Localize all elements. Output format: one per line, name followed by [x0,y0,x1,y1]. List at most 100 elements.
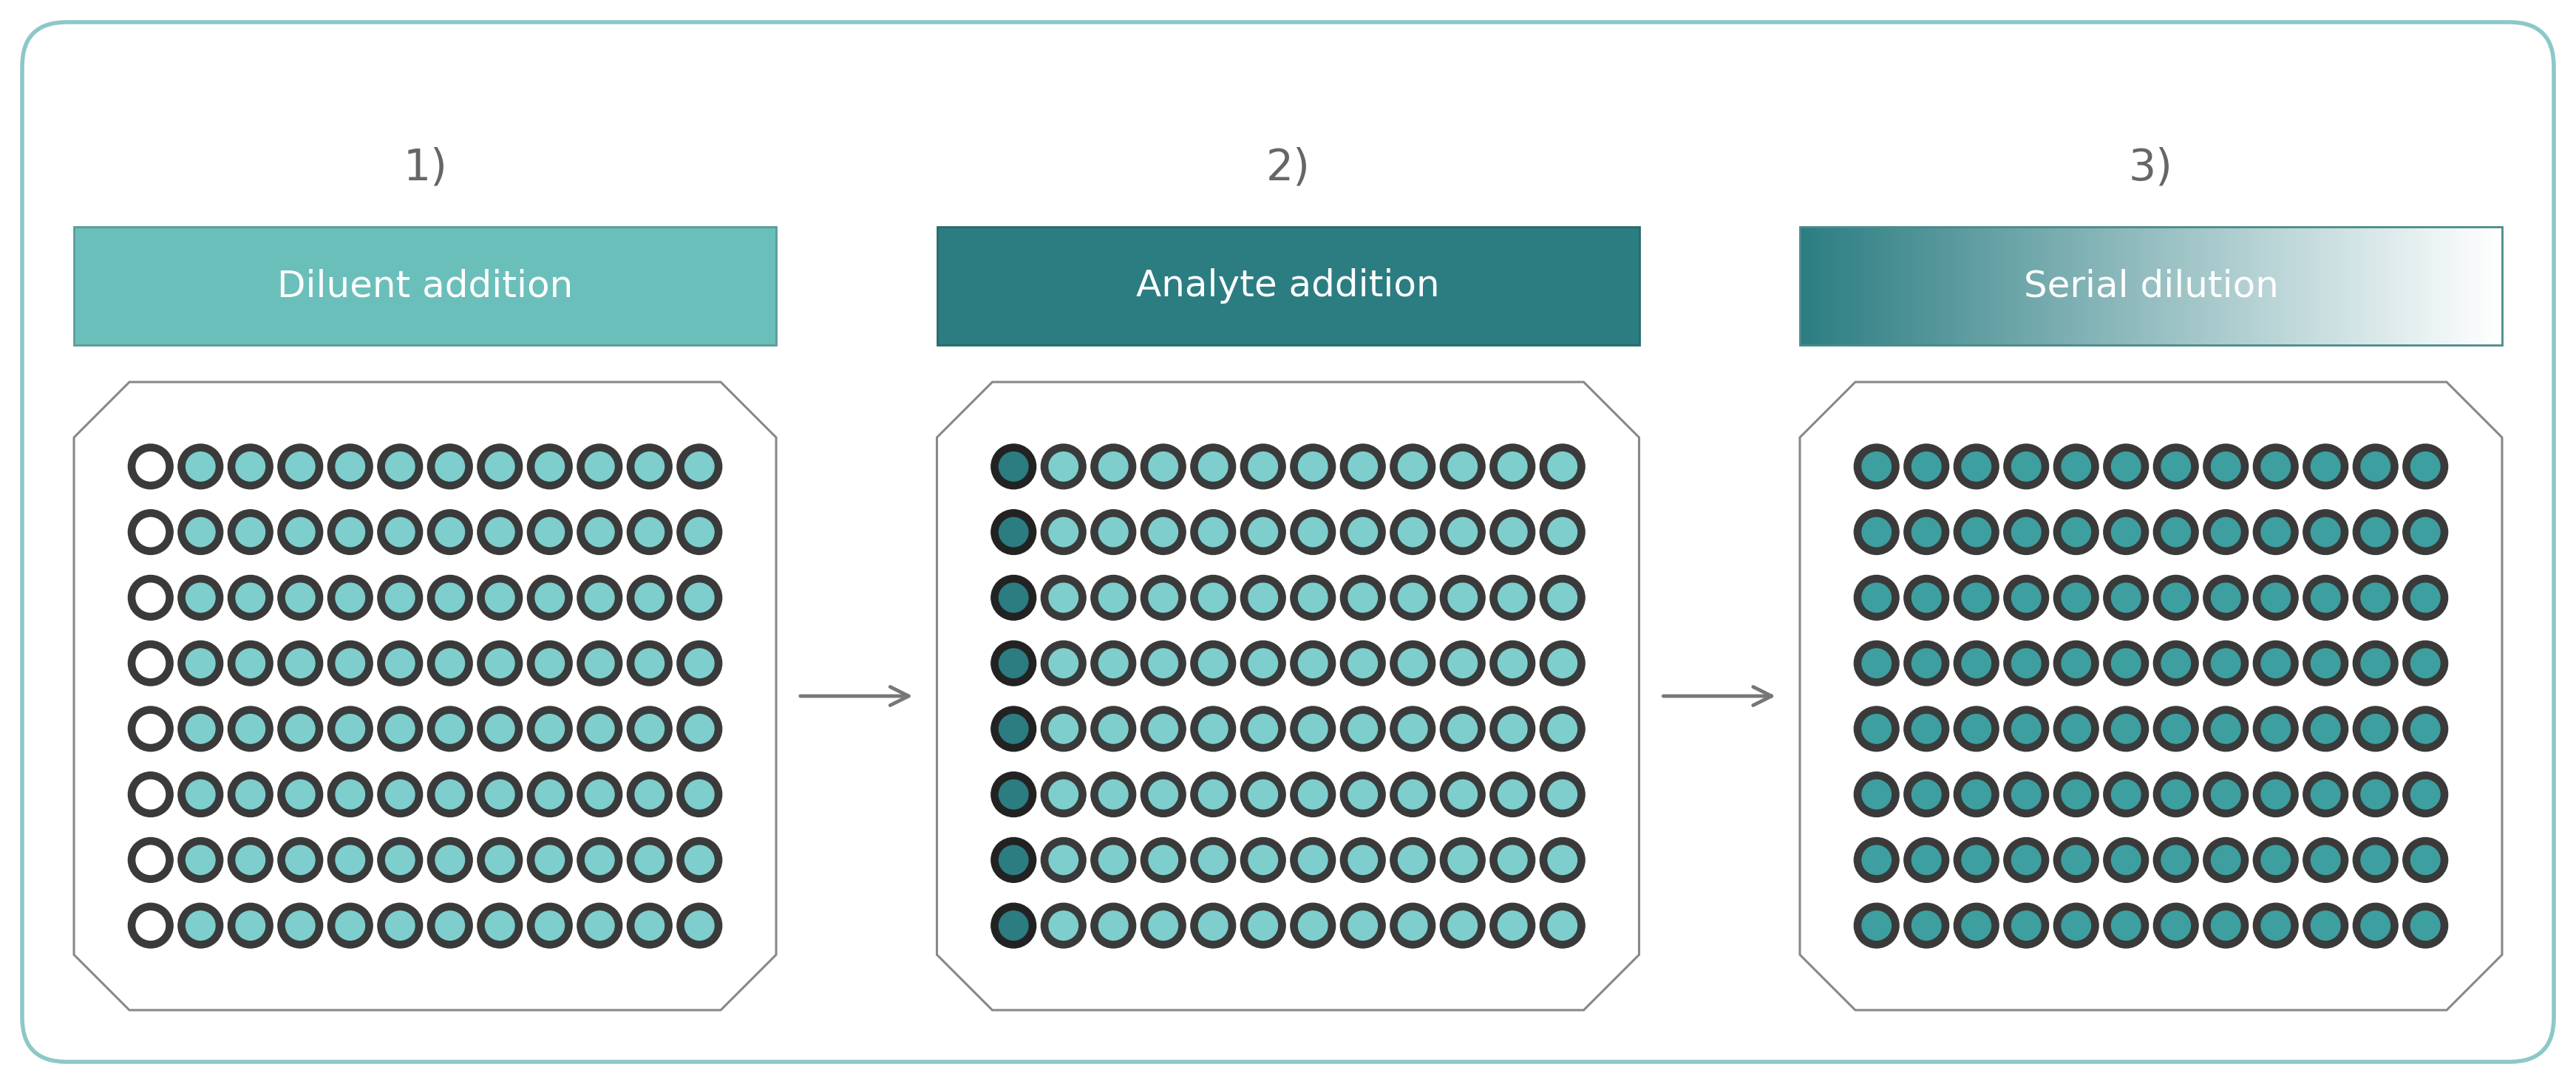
Bar [2017,227,2022,345]
Circle shape [685,517,714,546]
Circle shape [2360,714,2391,744]
Bar [2429,227,2434,345]
Circle shape [484,452,515,481]
Circle shape [2254,509,2298,555]
Circle shape [1291,641,1334,686]
Bar [1901,227,1906,345]
Circle shape [1198,583,1229,612]
Circle shape [1048,714,1079,744]
Circle shape [536,452,564,481]
Circle shape [536,714,564,744]
Circle shape [477,707,523,751]
Circle shape [1855,772,1899,817]
Circle shape [1340,707,1386,751]
Bar [2421,227,2427,345]
Bar [2154,227,2159,345]
Circle shape [2311,583,2339,612]
Circle shape [227,707,273,751]
Circle shape [2311,779,2339,809]
Circle shape [1399,846,1427,875]
Circle shape [1862,648,1891,678]
Bar [1911,227,1917,345]
Circle shape [435,648,464,678]
Circle shape [1149,583,1177,612]
Circle shape [1489,641,1535,686]
Bar [1857,227,1860,345]
Circle shape [185,452,216,481]
Circle shape [577,641,623,686]
Circle shape [227,444,273,489]
Circle shape [1489,576,1535,620]
Bar [1922,227,1927,345]
Circle shape [2112,846,2141,875]
Bar [2226,227,2231,345]
Bar [1909,227,1914,345]
Circle shape [2053,509,2099,555]
Circle shape [129,903,173,949]
Circle shape [528,641,572,686]
Circle shape [379,576,422,620]
Circle shape [999,779,1028,809]
Bar [2463,227,2468,345]
Circle shape [577,576,623,620]
Bar [1999,227,2004,345]
Circle shape [1540,707,1584,751]
Circle shape [585,846,613,875]
Circle shape [1041,707,1087,751]
Circle shape [1440,444,1486,489]
Circle shape [379,838,422,882]
Circle shape [1399,517,1427,546]
Bar [1958,227,1963,345]
Circle shape [1048,583,1079,612]
Bar [2115,227,2120,345]
Bar [1870,227,1875,345]
Bar [1968,227,1973,345]
Circle shape [1048,452,1079,481]
Circle shape [1963,583,1991,612]
Circle shape [1141,576,1185,620]
Circle shape [1141,509,1185,555]
Circle shape [428,772,471,817]
Circle shape [428,903,471,949]
Circle shape [685,452,714,481]
Circle shape [1347,452,1378,481]
Circle shape [327,576,374,620]
Circle shape [1090,772,1136,817]
Circle shape [1141,444,1185,489]
Circle shape [2004,641,2048,686]
Circle shape [1242,576,1285,620]
Circle shape [634,911,665,940]
Bar [2159,227,2164,345]
Bar [2362,227,2367,345]
Circle shape [2360,583,2391,612]
Circle shape [1198,911,1229,940]
Circle shape [1855,444,1899,489]
Circle shape [1340,903,1386,949]
Bar [2099,227,2102,345]
Circle shape [335,714,366,744]
Circle shape [386,779,415,809]
Circle shape [1448,517,1476,546]
Bar [2014,227,2020,345]
Circle shape [435,583,464,612]
Bar [1862,227,1868,345]
Bar [1883,227,1888,345]
Circle shape [278,576,322,620]
Circle shape [1440,838,1486,882]
Circle shape [1340,772,1386,817]
Bar [2308,227,2313,345]
Circle shape [1548,779,1577,809]
Circle shape [577,509,623,555]
Circle shape [1963,714,1991,744]
Circle shape [2202,641,2249,686]
Circle shape [1399,714,1427,744]
Circle shape [1904,838,1950,882]
Polygon shape [1801,382,2501,1010]
Circle shape [1855,707,1899,751]
Circle shape [1048,911,1079,940]
Bar [2259,227,2264,345]
Circle shape [2403,707,2447,751]
Circle shape [2061,648,2092,678]
Bar [2442,227,2447,345]
Circle shape [484,779,515,809]
